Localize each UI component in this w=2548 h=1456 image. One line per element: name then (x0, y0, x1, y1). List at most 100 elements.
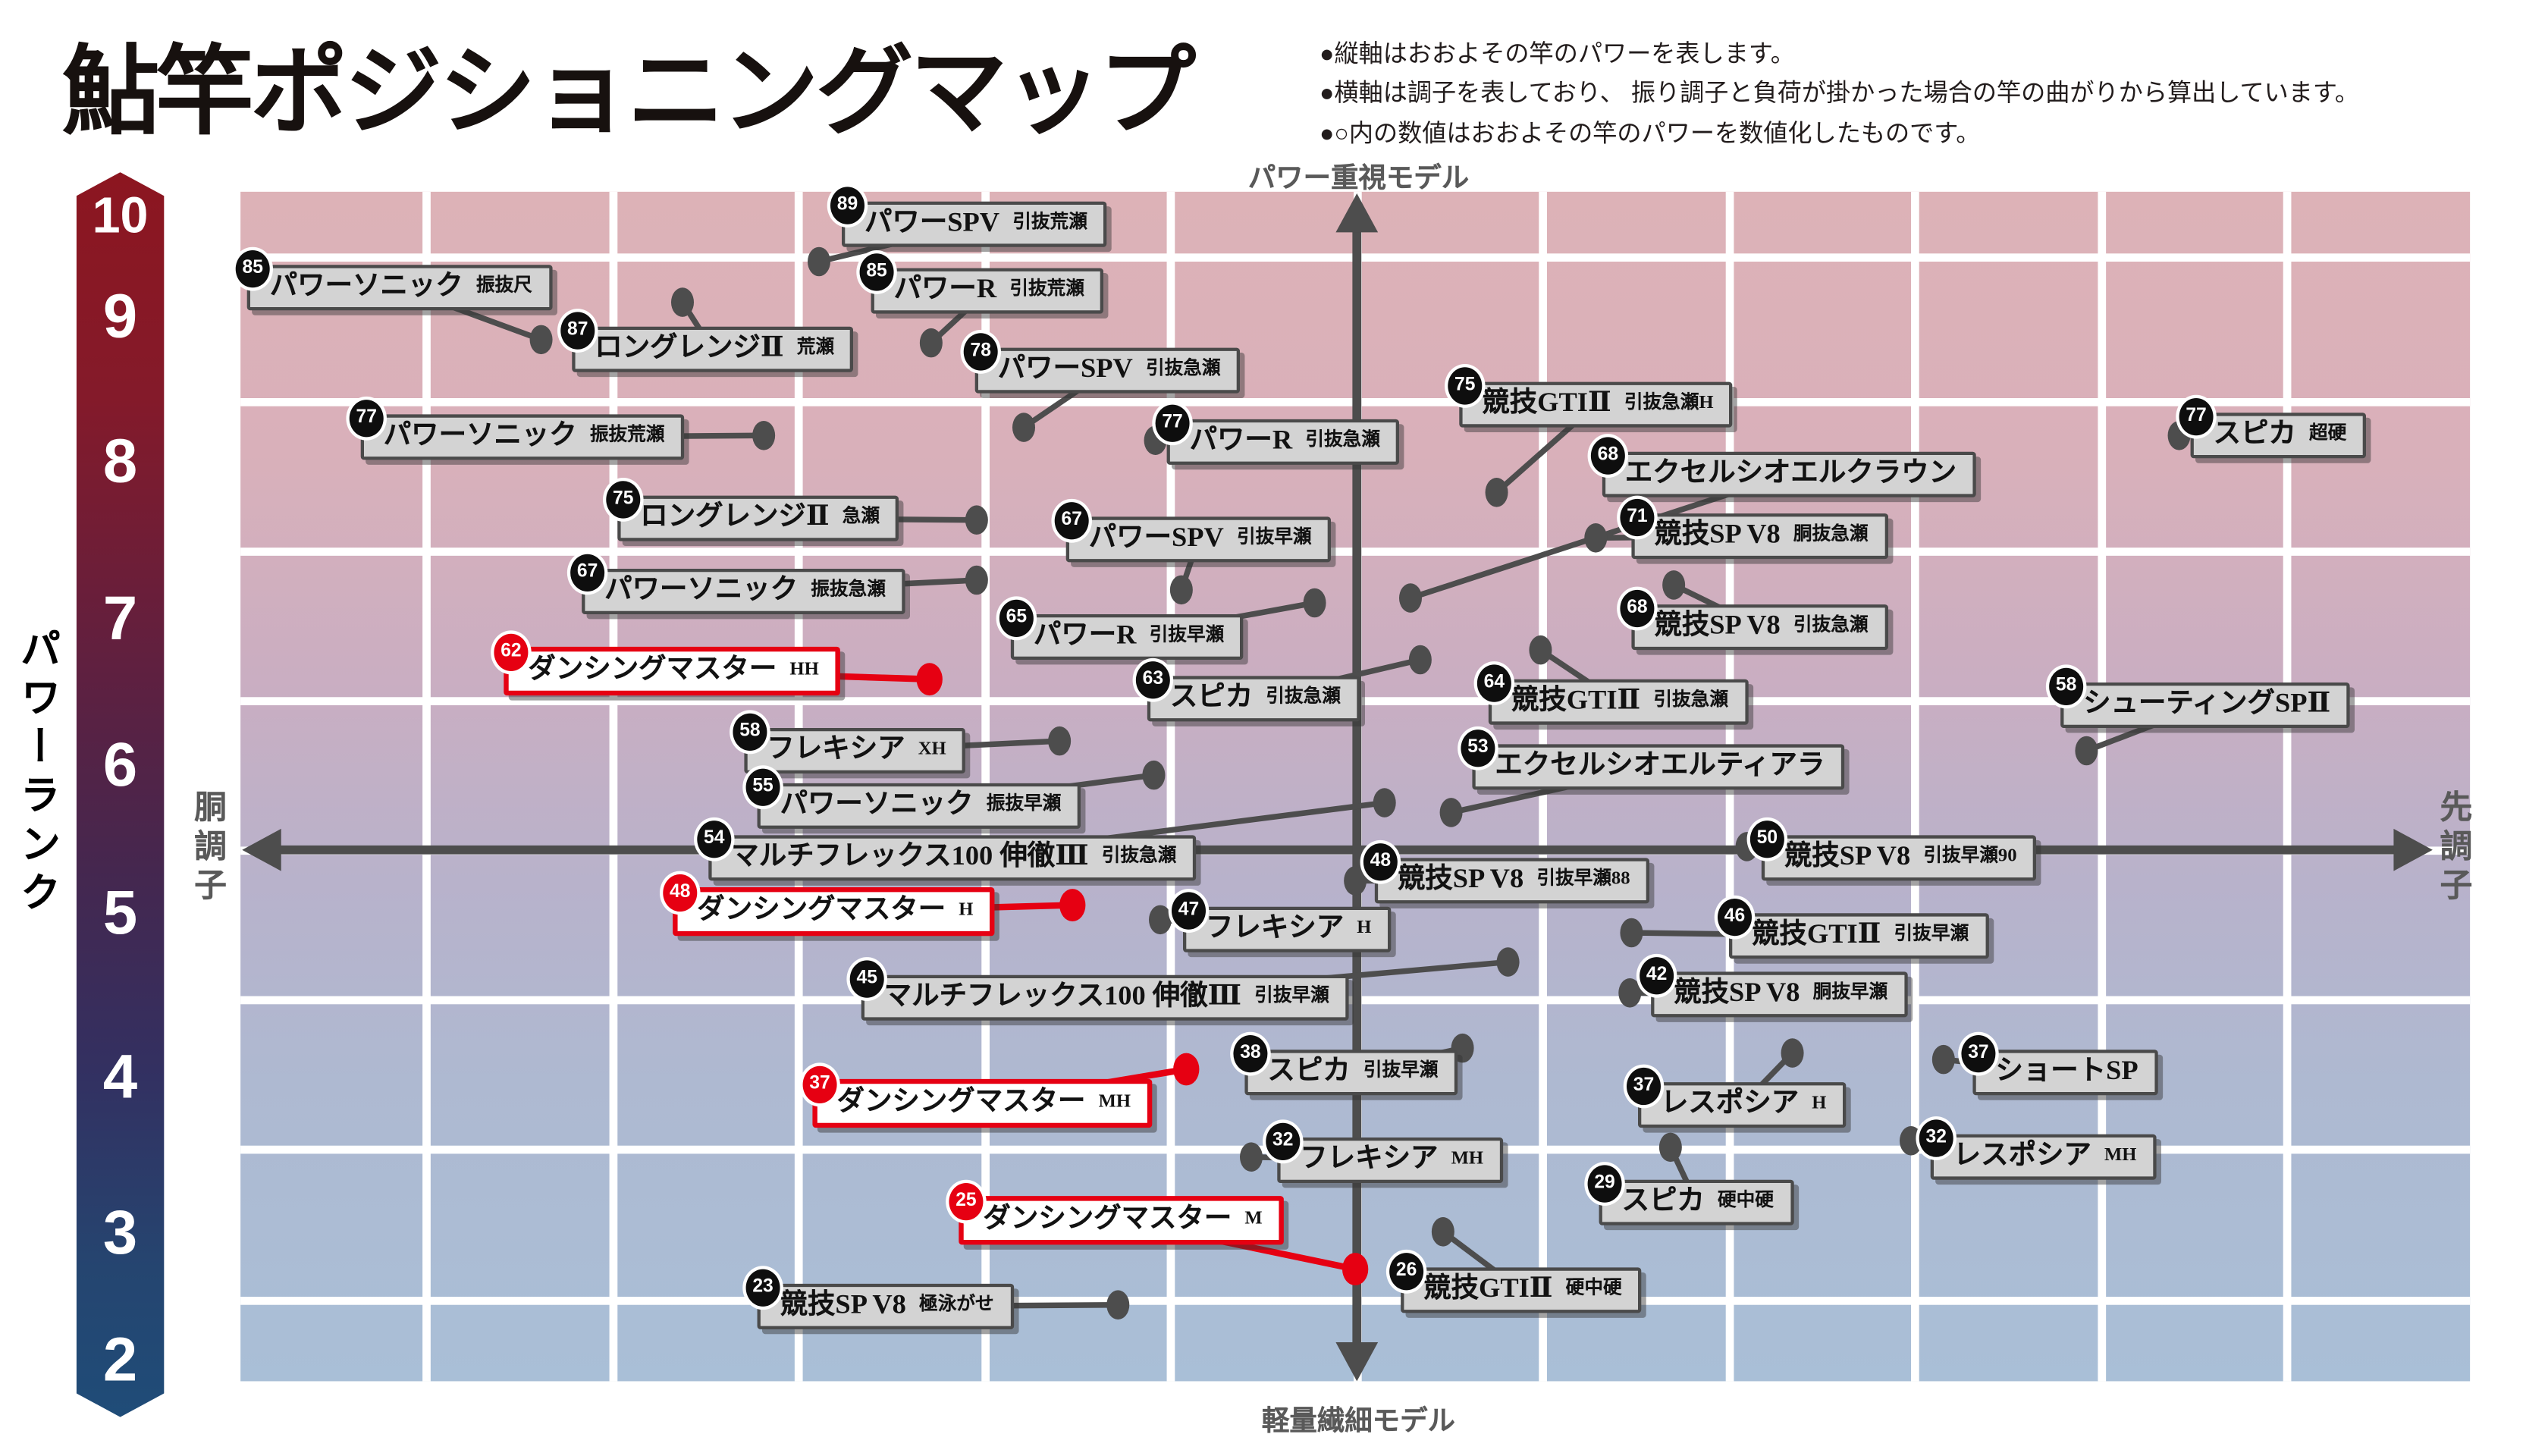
rod-label: 50 競技SP V8 引抜早瀬90 (1746, 817, 2037, 880)
rod-spec: 振抜急瀬 (811, 580, 886, 600)
rod-label: 53 エクセルシオエルティアラ (1458, 726, 1845, 789)
rod-spec: H (1357, 918, 1372, 938)
rod-spec: 荒瀬 (796, 337, 834, 358)
power-value-badge: 77 (1152, 401, 1193, 446)
power-value-badge: 55 (742, 765, 783, 810)
rod-label: 48 ダンシングマスター H (660, 871, 995, 936)
power-value-badge: 85 (856, 250, 897, 294)
power-value-badge: 89 (827, 184, 868, 228)
power-value-badge: 53 (1458, 726, 1498, 770)
rod-label: 77 パワーR 引抜急瀬 (1152, 401, 1400, 465)
rod-name: スピカ (2213, 417, 2296, 449)
power-value-badge: 26 (1385, 1249, 1427, 1294)
rod-label: 67 パワーソニック 振抜急瀬 (566, 551, 905, 614)
power-value-badge: 67 (566, 551, 608, 595)
grid-line-v (1166, 191, 1175, 1382)
rod-label: 32 フレキシア MH (1263, 1119, 1503, 1183)
rod-label: 46 競技GTIⅡ 引抜早瀬 (1714, 895, 1988, 959)
power-value-badge: 32 (1916, 1116, 1956, 1160)
rod-name: ロングレンジⅡ (595, 331, 784, 362)
power-value-badge: 45 (846, 957, 887, 1001)
rod-name: 競技SP V8 (1654, 609, 1781, 641)
rod-name: ダンシングマスター (697, 893, 946, 925)
rod-label: 55 パワーソニック 振抜早瀬 (742, 765, 1081, 829)
power-tick: 3 (102, 1200, 138, 1269)
legend-note-vertical-axis: ●縦軸はおおよその竿のパワーを表します。 (1320, 40, 1795, 68)
rod-spec: 引抜急瀬 (1793, 616, 1869, 635)
power-value-badge: 64 (1473, 661, 1515, 705)
rod-label: 42 競技SP V8 胴抜早瀬 (1636, 953, 1907, 1017)
power-value-badge: 58 (730, 710, 770, 755)
rod-spec: 引抜早瀬 (1363, 1061, 1439, 1081)
rod-label: 85 パワーR 引抜荒瀬 (856, 250, 1104, 313)
rod-name: パワーR (1033, 619, 1137, 651)
rod-name: スピカ (1169, 680, 1254, 712)
power-value-badge: 23 (742, 1266, 783, 1310)
power-value-badge: 38 (1230, 1031, 1271, 1076)
power-value-badge: 68 (1587, 434, 1629, 478)
rod-spec: 引抜早瀬 (1254, 986, 1329, 1006)
power-value-badge: 78 (960, 330, 1001, 374)
rod-spec: 極泳がせ (919, 1294, 994, 1315)
power-tick: 5 (102, 880, 138, 949)
rod-name: 競技GTIⅡ (1752, 918, 1881, 949)
rod-label: 87 ロングレンジⅡ 荒瀬 (557, 309, 854, 372)
rod-spec: M (1244, 1209, 1263, 1229)
power-value-badge: 48 (660, 871, 701, 915)
rod-spec: 胴抜早瀬 (1812, 983, 1888, 1003)
rod-name: パワーSPV (1088, 521, 1224, 553)
rod-label: 58 フレキシア XH (730, 710, 966, 774)
rod-spec: 引抜急瀬 (1101, 846, 1177, 867)
rod-spec: 振抜尺 (475, 276, 532, 297)
rod-label: 75 ロングレンジⅡ 急瀬 (603, 478, 899, 541)
power-value-badge: 62 (491, 630, 532, 675)
rod-name: ダンシングマスター (528, 653, 777, 685)
legend-notes: ●縦軸はおおよその竿のパワーを表します。 ●横軸は調子を表しており、 振り調子と… (1320, 36, 2359, 154)
rod-label: 85 パワーソニック 振抜尺 (232, 246, 552, 310)
rod-label: 89 パワーSPV 引抜荒瀬 (827, 184, 1107, 247)
rod-label: 32 レスポシア MH (1916, 1116, 2157, 1180)
rod-name: ダンシングマスター (983, 1202, 1232, 1234)
power-value-badge: 65 (996, 596, 1037, 641)
rod-name: パワーR (893, 273, 997, 304)
rod-name: 競技SP V8 (1654, 518, 1781, 550)
rod-spec: 引抜急瀬 (1266, 687, 1341, 708)
rod-label: 29 スピカ 硬中硬 (1584, 1162, 1793, 1225)
power-tick: 7 (102, 585, 138, 654)
rod-spec: MH (1451, 1149, 1484, 1169)
rod-name: 競技SP V8 (1397, 862, 1524, 894)
rod-label: 37 ダンシングマスター MH (799, 1062, 1152, 1128)
rod-name: レスポシア (1953, 1139, 2091, 1170)
rod-spec: 引抜早瀬 (1149, 626, 1225, 645)
rod-spec: MH (2104, 1145, 2137, 1166)
power-value-badge: 50 (1746, 817, 1788, 861)
rod-label: 77 スピカ 超硬 (2176, 394, 2366, 458)
rod-label: 68 競技SP V8 引抜急瀬 (1617, 586, 1888, 650)
rod-spec: 引抜早瀬 (1236, 528, 1312, 548)
power-value-badge: 77 (2176, 394, 2217, 439)
rod-label: 68 エクセルシオエルクラウン (1587, 434, 1976, 497)
rod-label: 48 競技SP V8 引抜早瀬88 (1360, 839, 1650, 903)
rod-label: 65 パワーR 引抜早瀬 (996, 596, 1244, 660)
rod-spec: 胴抜急瀬 (1793, 525, 1869, 544)
power-value-badge: 87 (557, 309, 598, 353)
power-value-badge: 48 (1360, 839, 1401, 884)
rod-spec: 振抜荒瀬 (589, 425, 665, 446)
power-tick: 10 (92, 187, 149, 244)
rod-name: パワーSPV (997, 353, 1133, 384)
power-value-badge: 68 (1617, 586, 1658, 631)
rod-spec: 引抜早瀬88 (1536, 869, 1630, 890)
grid-line-v (609, 191, 618, 1382)
rod-label: 47 フレキシア H (1168, 889, 1392, 952)
rod-name: 競技GTIⅡ (1482, 386, 1611, 418)
rod-label: 67 パワーSPV 引抜早瀬 (1051, 498, 1332, 562)
power-value-badge: 42 (1636, 953, 1677, 998)
rod-name: パワーソニック (604, 573, 799, 605)
rod-name: エクセルシオエルクラウン (1624, 457, 1956, 488)
power-value-badge: 37 (1623, 1064, 1665, 1109)
rod-spec: 引抜急瀬 (1653, 690, 1728, 711)
rod-label: 71 競技SP V8 胴抜急瀬 (1617, 495, 1888, 559)
rod-name: レスポシア (1661, 1087, 1800, 1119)
rod-name: マルチフレックス100 伸徹Ⅲ (883, 980, 1242, 1011)
